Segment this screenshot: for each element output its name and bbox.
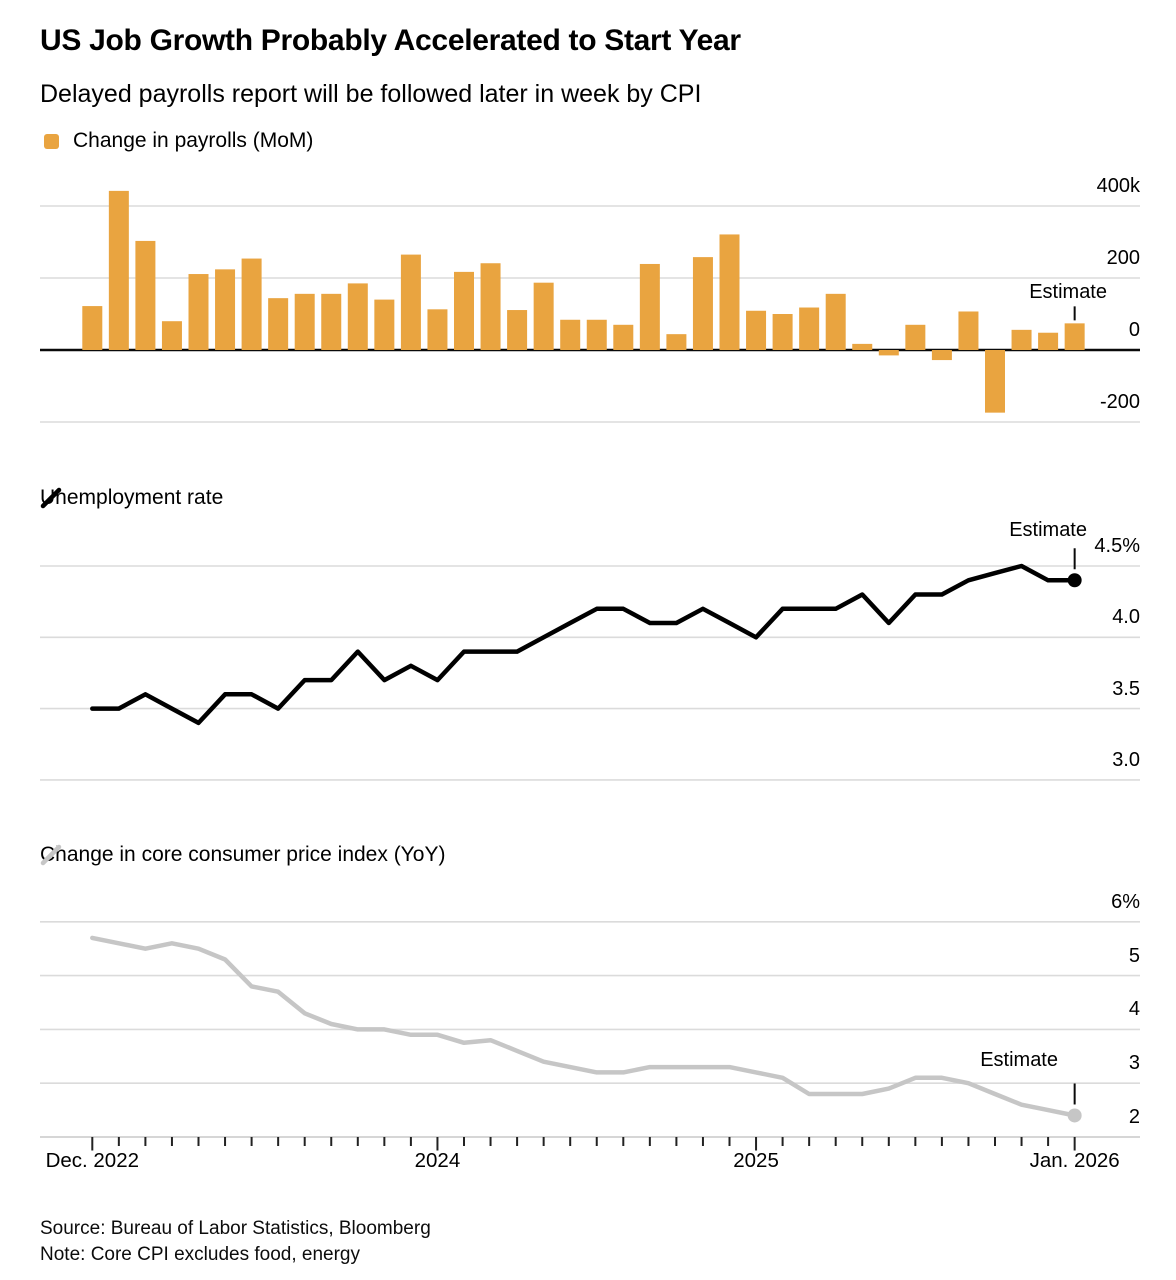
estimate-dot xyxy=(1067,1108,1082,1123)
estimate-dot xyxy=(1067,573,1082,588)
legend-unemployment-label: Unemployment rate xyxy=(40,486,224,509)
page-title: US Job Growth Probably Accelerated to St… xyxy=(40,24,741,57)
note-line: Note: Core CPI excludes food, energy xyxy=(40,1244,361,1265)
core_cpi-y-tick-label: 5 xyxy=(1128,944,1140,967)
x-axis-label: 2024 xyxy=(414,1149,461,1172)
legend-payrolls-label: Change in payrolls (MoM) xyxy=(73,129,314,152)
payrolls-bar xyxy=(799,307,820,350)
unemployment-y-tick-label: 3.0 xyxy=(1112,748,1140,771)
payrolls-bar-chart xyxy=(40,190,1140,423)
payrolls-bar xyxy=(560,319,581,350)
payrolls-bar xyxy=(1011,329,1032,350)
payrolls-bar xyxy=(586,319,607,350)
payrolls-bar xyxy=(427,309,448,350)
payrolls-bar xyxy=(268,298,289,350)
payrolls-bar xyxy=(82,306,103,350)
unemployment-estimate-label: Estimate xyxy=(1009,519,1087,541)
unemployment-y-tick-label: 3.5 xyxy=(1112,677,1140,700)
payrolls-bar xyxy=(613,324,634,350)
x-axis-label: Dec. 2022 xyxy=(45,1149,140,1172)
payrolls-bar xyxy=(321,293,342,350)
core_cpi-line xyxy=(90,935,1077,1118)
payrolls-bar xyxy=(294,293,315,350)
payrolls-bar xyxy=(241,258,262,350)
payrolls-bar xyxy=(507,310,528,350)
payrolls-bar xyxy=(108,190,129,350)
payrolls-estimate-label: Estimate xyxy=(1029,281,1107,303)
payrolls-bar xyxy=(1064,323,1085,350)
payrolls-bar xyxy=(746,310,767,350)
payrolls-bar xyxy=(1038,332,1059,350)
payrolls-bar xyxy=(852,343,873,350)
cpi-line-swatch-icon xyxy=(40,844,62,866)
payrolls-bar xyxy=(905,324,926,350)
payrolls-bar xyxy=(374,299,395,350)
unemployment-y-tick-label: 4.5% xyxy=(1094,535,1140,557)
core-cpi-line-chart xyxy=(40,920,1140,1151)
payrolls-bar xyxy=(666,334,687,350)
payrolls-bar xyxy=(215,269,236,350)
page-subtitle: Delayed payrolls report will be followed… xyxy=(40,80,702,108)
payrolls-bar xyxy=(347,283,368,350)
payrolls-bar xyxy=(958,311,979,350)
legend-unemployment: Unemployment rate xyxy=(40,486,223,510)
unemployment-line-swatch-icon xyxy=(40,487,62,509)
x-axis-label: Jan. 2026 xyxy=(1029,1149,1120,1172)
payrolls-bar xyxy=(878,350,899,356)
x-axis-label: 2025 xyxy=(733,1149,779,1172)
payrolls-bar xyxy=(985,350,1005,413)
core_cpi-y-tick-label: 3 xyxy=(1128,1052,1140,1075)
core-cpi-estimate-label: Estimate xyxy=(980,1049,1058,1071)
payrolls-bar xyxy=(533,282,554,350)
payrolls-bar xyxy=(719,234,740,350)
unemployment-line-chart xyxy=(40,548,1140,781)
payrolls-bar xyxy=(400,254,421,350)
legend-core-cpi: Change in core consumer price index (YoY… xyxy=(40,843,445,867)
legend-core-cpi-label: Change in core consumer price index (YoY… xyxy=(40,843,446,866)
payrolls-bar xyxy=(161,321,182,350)
payrolls-swatch-icon xyxy=(44,133,59,149)
payrolls-bar xyxy=(480,263,501,350)
payrolls-y-tick-label: 0 xyxy=(1128,319,1140,341)
payrolls-y-tick-label: -200 xyxy=(1099,391,1140,413)
payrolls-bar xyxy=(639,263,660,350)
payrolls-bar xyxy=(135,240,156,350)
payrolls-y-tick-label: 400k xyxy=(1096,175,1140,197)
legend-payrolls: Change in payrolls (MoM) xyxy=(40,129,313,153)
payrolls-bar xyxy=(931,350,952,361)
payrolls-bar xyxy=(772,314,793,350)
payrolls-bar xyxy=(188,274,209,350)
core_cpi-y-tick-label: 2 xyxy=(1128,1106,1140,1128)
unemployment-y-tick-label: 4.0 xyxy=(1112,606,1140,629)
core_cpi-y-tick-label: 4 xyxy=(1128,998,1140,1021)
source-line: Source: Bureau of Labor Statistics, Bloo… xyxy=(40,1218,431,1239)
unemployment-line xyxy=(90,563,1077,726)
payrolls-bar xyxy=(825,293,846,350)
core_cpi-y-tick-label: 6% xyxy=(1111,890,1140,913)
payrolls-bar xyxy=(692,257,713,350)
payrolls-bar xyxy=(454,271,474,350)
payrolls-y-tick-label: 200 xyxy=(1106,247,1140,269)
source-note: Source: Bureau of Labor Statistics, Bloo… xyxy=(40,1216,431,1268)
